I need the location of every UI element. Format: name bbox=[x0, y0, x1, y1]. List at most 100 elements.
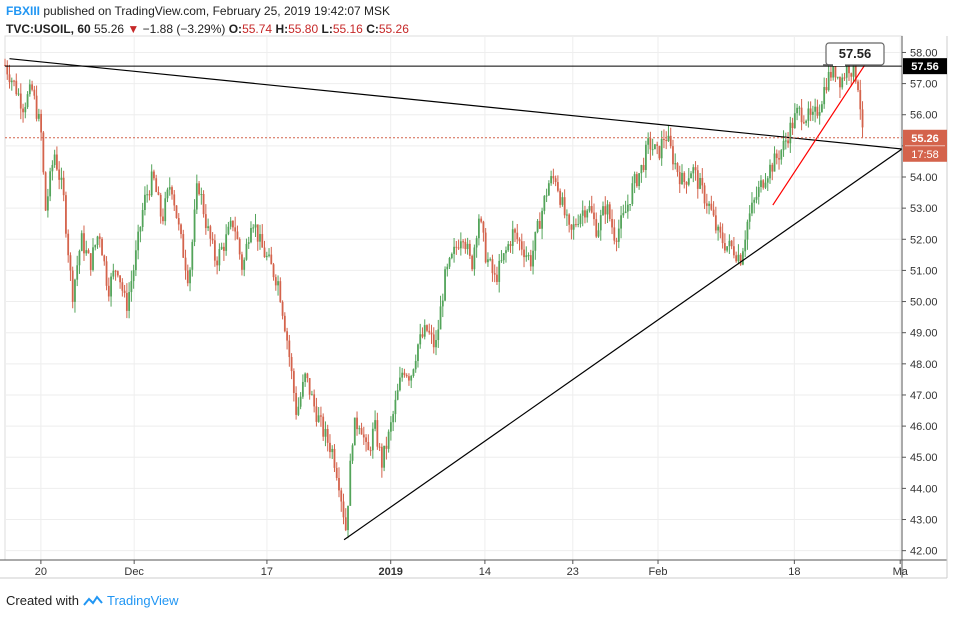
candle-body bbox=[428, 330, 431, 333]
low-value: 55.16 bbox=[332, 22, 363, 36]
candle-body bbox=[168, 187, 171, 190]
candle-body bbox=[37, 113, 40, 119]
candle-body bbox=[408, 376, 410, 381]
candle-body bbox=[216, 260, 219, 266]
candle-body bbox=[211, 238, 214, 241]
candle-body bbox=[392, 414, 395, 423]
candle-body bbox=[547, 183, 550, 196]
y-tick-label: 43.00 bbox=[910, 515, 938, 527]
candle-body bbox=[155, 178, 158, 192]
candle-body bbox=[462, 241, 465, 243]
candle-body bbox=[726, 246, 729, 251]
candle-body bbox=[371, 428, 374, 451]
candle-body bbox=[744, 239, 747, 252]
y-tick-label: 42.00 bbox=[910, 546, 938, 558]
candle-body bbox=[78, 250, 81, 266]
candle-body bbox=[259, 234, 261, 242]
candle-body bbox=[692, 167, 695, 174]
candle-body bbox=[153, 171, 155, 179]
candle-body bbox=[852, 63, 855, 77]
candle-body bbox=[376, 420, 379, 447]
candle-body bbox=[417, 344, 419, 361]
candle-body bbox=[615, 240, 618, 242]
candle-body bbox=[473, 247, 476, 270]
author-name[interactable]: FBXIII bbox=[6, 4, 41, 18]
open-value: 55.74 bbox=[242, 22, 273, 36]
candle-body bbox=[527, 255, 530, 257]
candle-body bbox=[218, 249, 221, 266]
candle-body bbox=[315, 406, 318, 422]
candle-body bbox=[71, 270, 74, 302]
candle-body bbox=[505, 250, 507, 254]
candle-body bbox=[787, 140, 789, 144]
candle-body bbox=[128, 292, 131, 311]
candle-body bbox=[705, 203, 708, 206]
candle-body bbox=[130, 281, 133, 293]
candle-body bbox=[839, 76, 841, 88]
candle-body bbox=[629, 204, 631, 206]
candle-body bbox=[74, 279, 76, 302]
candle-body bbox=[751, 202, 753, 214]
candle-body bbox=[730, 240, 733, 247]
candle-body bbox=[696, 170, 699, 189]
candle-body bbox=[290, 357, 293, 372]
candle-body bbox=[353, 417, 356, 446]
candle-body bbox=[769, 164, 771, 179]
candle-body bbox=[349, 460, 352, 506]
tradingview-brand[interactable]: TradingView bbox=[106, 593, 179, 608]
candle-body bbox=[261, 234, 264, 248]
y-tick-label: 49.00 bbox=[910, 328, 938, 340]
candle-body bbox=[378, 446, 381, 448]
candle-body bbox=[464, 241, 467, 250]
x-tick-label: Feb bbox=[649, 566, 668, 578]
candle-body bbox=[437, 329, 440, 341]
candle-body bbox=[150, 171, 153, 196]
candle-body bbox=[532, 250, 534, 267]
candle-body bbox=[608, 204, 611, 219]
candle-body bbox=[683, 172, 686, 182]
candle-body bbox=[654, 144, 656, 150]
candle-body bbox=[719, 226, 722, 233]
candle-body bbox=[482, 221, 485, 233]
y-tick-label: 51.00 bbox=[910, 265, 938, 277]
candle-body bbox=[311, 394, 313, 396]
candle-body bbox=[175, 205, 178, 219]
candle-body bbox=[241, 254, 243, 270]
candle-body bbox=[823, 87, 826, 105]
candle-body bbox=[202, 194, 205, 215]
candle-body bbox=[453, 246, 455, 254]
candle-body bbox=[457, 247, 460, 249]
candle-body bbox=[401, 372, 404, 378]
candle-body bbox=[399, 377, 401, 391]
candle-body bbox=[660, 139, 663, 159]
candle-body bbox=[459, 241, 462, 249]
candle-body bbox=[590, 206, 593, 213]
candle-body bbox=[841, 77, 844, 88]
candle-body bbox=[773, 153, 776, 172]
price-labels: 57.56 55.26 17:58 57.56 bbox=[823, 42, 947, 162]
candle-body bbox=[685, 181, 688, 185]
candle-body bbox=[56, 154, 58, 170]
candle-body bbox=[703, 185, 706, 204]
y-tick-label: 46.00 bbox=[910, 421, 938, 433]
candle-body bbox=[572, 224, 575, 230]
candle-body bbox=[225, 234, 228, 251]
candle-body bbox=[525, 255, 528, 258]
candle-body bbox=[46, 196, 49, 211]
candle-body bbox=[859, 90, 862, 110]
candle-body bbox=[843, 77, 846, 79]
y-tick-label: 52.00 bbox=[910, 234, 938, 246]
candle-body bbox=[173, 194, 176, 206]
candle-body bbox=[331, 448, 334, 453]
candle-body bbox=[83, 233, 85, 254]
candle-body bbox=[793, 113, 796, 128]
candle-body bbox=[17, 93, 20, 95]
candle-body bbox=[825, 87, 828, 91]
candle-body bbox=[518, 239, 521, 242]
candle-body bbox=[292, 371, 295, 393]
candle-body bbox=[274, 277, 277, 286]
candle-body bbox=[26, 94, 29, 108]
candle-body bbox=[148, 194, 151, 196]
candle-body bbox=[663, 139, 665, 141]
